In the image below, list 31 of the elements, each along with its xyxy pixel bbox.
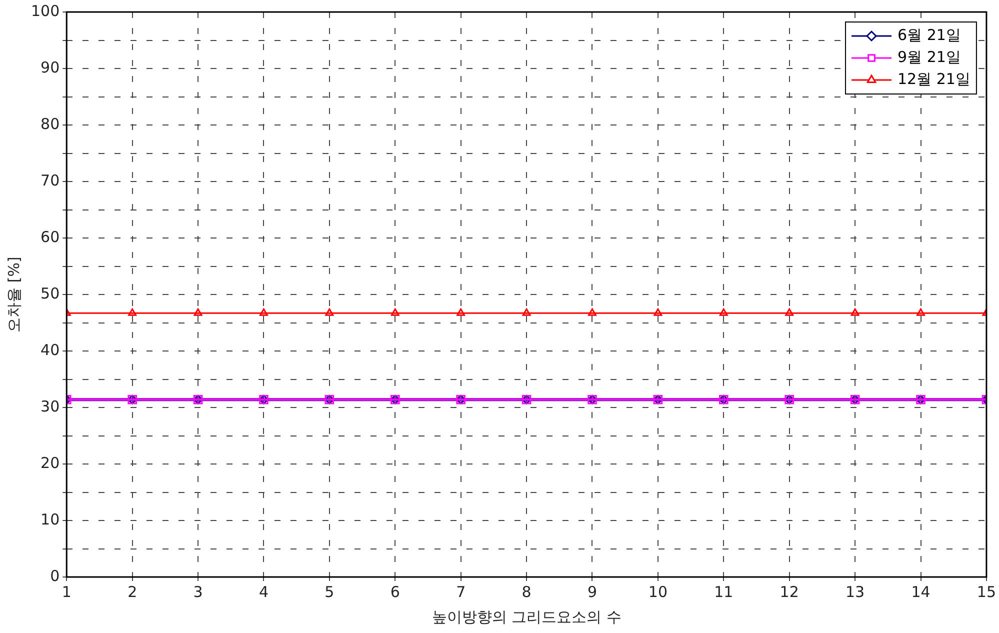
x-tick-label: 10 [648,582,668,601]
legend-label: 12월 21일 [898,70,970,88]
legend-label: 9월 21일 [898,48,961,66]
x-axis-title: 높이방향의 그리드요소의 수 [432,608,622,626]
y-tick-label: 80 [40,114,60,133]
y-tick-label: 30 [40,397,60,416]
y-tick-label: 90 [40,58,60,76]
y-tick-label: 10 [40,510,60,528]
y-tick-label: 40 [40,340,60,359]
y-tick-label: 0 [50,566,60,585]
y-tick-label: 20 [40,454,60,472]
x-tick-label: 6 [390,582,400,601]
x-tick-label: 13 [846,582,865,601]
x-tick-label: 11 [714,582,734,601]
x-tick-label: 3 [193,582,203,601]
y-tick-label: 50 [40,284,60,302]
x-tick-label: 1 [62,582,72,601]
x-tick-label: 4 [258,582,269,601]
x-tick-label: 7 [456,582,466,601]
y-axis-title: 오차율 [%] [4,256,23,332]
x-tick-label: 8 [522,582,532,601]
x-tick-label: 15 [976,582,996,601]
y-tick-label: 100 [30,2,60,20]
y-tick-label: 70 [40,171,60,190]
x-tick-label: 9 [587,582,598,601]
x-tick-label: 5 [324,582,334,601]
x-tick-label: 12 [780,582,799,601]
legend-label: 6월 21일 [898,26,961,44]
x-tick-label: 14 [911,582,930,601]
y-tick-label: 60 [40,228,60,246]
x-tick-label: 2 [128,582,138,601]
